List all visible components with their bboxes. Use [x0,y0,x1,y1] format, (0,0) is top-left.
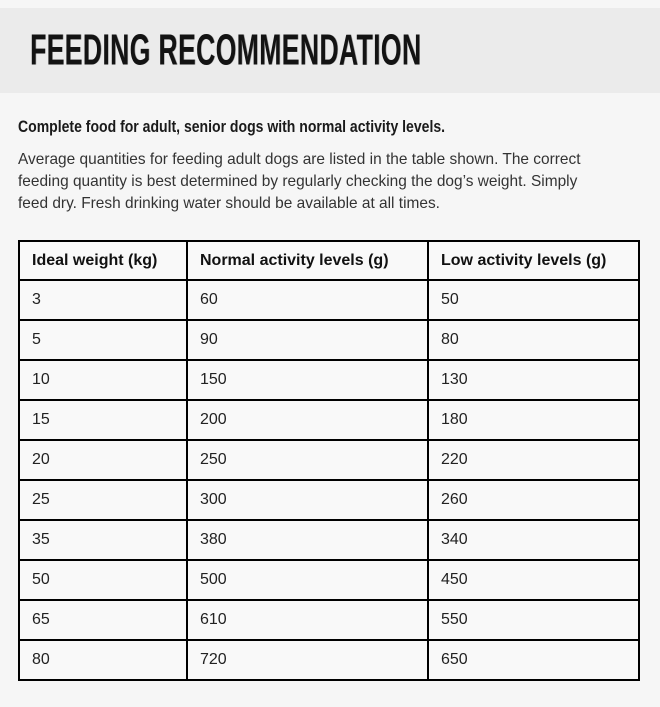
table-cell: 5 [18,319,188,361]
table-cell: 720 [186,639,429,681]
table-cell: 130 [427,359,640,401]
feeding-table: Ideal weight (kg) Normal activity levels… [18,240,640,681]
content-area: Complete food for adult, senior dogs wit… [0,118,660,681]
table-cell: 10 [18,359,188,401]
table-cell: 20 [18,439,188,481]
table-cell: 25 [18,479,188,521]
table-cell: 300 [186,479,429,521]
table-cell: 380 [186,519,429,561]
table-cell: 650 [427,639,640,681]
table-row: 20 250 220 [18,439,640,481]
table-cell: 80 [427,319,640,361]
table-row: 10 150 130 [18,359,640,401]
paragraph-line: Average quantities for feeding adult dog… [18,151,581,168]
paragraph-line: feed dry. Fresh drinking water should be… [18,195,440,212]
table-cell: 450 [427,559,640,601]
table-cell: 550 [427,599,640,641]
table-row: 5 90 80 [18,319,640,361]
column-header-ideal-weight: Ideal weight (kg) [18,240,188,281]
table-cell: 3 [18,279,188,321]
table-row: 35 380 340 [18,519,640,561]
table-cell: 200 [186,399,429,441]
table-cell: 60 [186,279,429,321]
table-header-row: Ideal weight (kg) Normal activity levels… [18,240,640,281]
page-title: FEEDING RECOMMENDATION [30,25,422,75]
table-cell: 260 [427,479,640,521]
table-cell: 80 [18,639,188,681]
table-cell: 35 [18,519,188,561]
column-header-normal-activity: Normal activity levels (g) [186,240,429,281]
column-header-low-activity: Low activity levels (g) [427,240,640,281]
feeding-table-body: 3 60 50 5 90 80 10 150 130 15 200 180 20 250 220 25 300 2… [18,279,640,681]
table-cell: 500 [186,559,429,601]
table-cell: 220 [427,439,640,481]
table-cell: 150 [186,359,429,401]
table-row: 25 300 260 [18,479,640,521]
table-cell: 50 [18,559,188,601]
table-row: 65 610 550 [18,599,640,641]
intro-paragraph: Average quantities for feeding adult dog… [18,149,642,215]
intro-subtitle: Complete food for adult, senior dogs wit… [18,118,446,136]
table-row: 50 500 450 [18,559,640,601]
table-cell: 610 [186,599,429,641]
table-row: 3 60 50 [18,279,640,321]
table-cell: 90 [186,319,429,361]
table-cell: 15 [18,399,188,441]
table-cell: 65 [18,599,188,641]
title-band: FEEDING RECOMMENDATION [0,8,660,93]
paragraph-line: feeding quantity is best determined by r… [18,173,578,190]
table-row: 80 720 650 [18,639,640,681]
table-cell: 180 [427,399,640,441]
table-cell: 250 [186,439,429,481]
table-cell: 50 [427,279,640,321]
table-cell: 340 [427,519,640,561]
table-row: 15 200 180 [18,399,640,441]
